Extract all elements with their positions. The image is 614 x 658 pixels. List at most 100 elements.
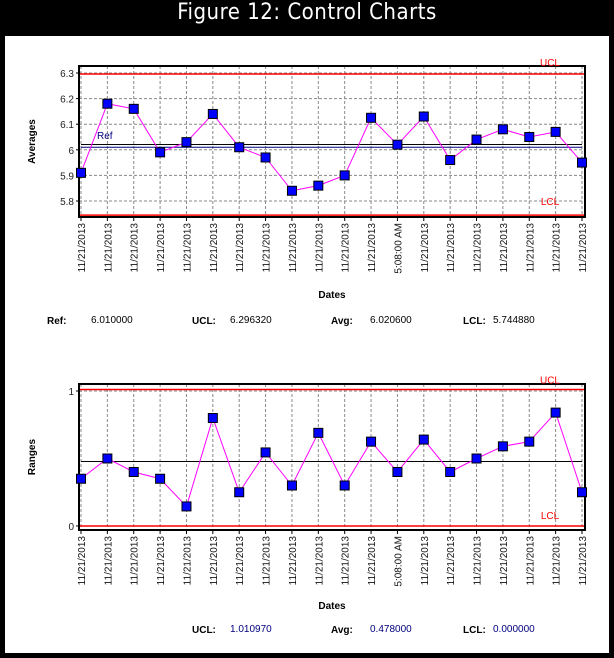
data-point bbox=[207, 108, 218, 119]
stat-value: 5.744880 bbox=[493, 315, 535, 326]
data-point bbox=[524, 132, 535, 142]
lcl-label: LCL bbox=[541, 197, 560, 208]
data-point bbox=[445, 467, 456, 477]
x-tick-label: 11/21/2013 bbox=[314, 536, 325, 586]
x-tick-label: 5:08:00 AM bbox=[393, 223, 404, 274]
x-tick-label: 11/21/2013 bbox=[499, 223, 510, 273]
x-tick-label: 11/21/2013 bbox=[182, 536, 193, 586]
x-tick-label: 11/21/2013 bbox=[446, 536, 457, 586]
y-tick-label: 6.1 bbox=[60, 120, 74, 131]
y-tick-label: 6.3 bbox=[60, 69, 74, 80]
ucl-label: UCL bbox=[540, 376, 560, 387]
x-axis-label: Dates bbox=[318, 601, 346, 612]
data-point bbox=[418, 434, 429, 445]
y-tick-label: 5.9 bbox=[60, 171, 74, 182]
x-tick-label: 11/21/2013 bbox=[578, 536, 589, 586]
plot-frame bbox=[78, 65, 586, 218]
stat-label: Avg: bbox=[331, 316, 353, 327]
x-tick-label: 11/21/2013 bbox=[473, 223, 484, 273]
x-tick-label: 11/21/2013 bbox=[288, 223, 299, 273]
data-point bbox=[392, 467, 403, 477]
x-tick-label: 11/21/2013 bbox=[103, 223, 114, 273]
data-point bbox=[550, 407, 561, 418]
x-tick-label: 5:08:00 AM bbox=[393, 536, 404, 587]
y-axis-label: Ranges bbox=[27, 439, 38, 476]
x-tick-label: 11/21/2013 bbox=[367, 536, 378, 586]
lcl-label: LCL bbox=[541, 511, 560, 522]
x-tick-label: 11/21/2013 bbox=[578, 223, 589, 273]
ref-line-label: Ref bbox=[97, 131, 113, 142]
data-point bbox=[550, 126, 561, 137]
x-tick-label: 11/21/2013 bbox=[130, 536, 141, 586]
plot-frame bbox=[78, 383, 586, 531]
data-point bbox=[497, 124, 508, 135]
stat-label: UCL: bbox=[192, 316, 216, 327]
data-point bbox=[366, 436, 377, 447]
x-tick-label: 11/21/2013 bbox=[552, 223, 563, 273]
x-tick-label: 11/21/2013 bbox=[209, 536, 220, 586]
data-point bbox=[418, 111, 429, 122]
stat-value: 6.296320 bbox=[230, 315, 272, 326]
data-point bbox=[181, 137, 192, 148]
x-tick-label: 11/21/2013 bbox=[525, 536, 536, 586]
data-point bbox=[497, 441, 508, 452]
stat-value: 6.010000 bbox=[91, 315, 133, 326]
data-point bbox=[392, 139, 403, 150]
y-tick-label: 5.8 bbox=[60, 197, 74, 208]
x-tick-label: 11/21/2013 bbox=[473, 536, 484, 586]
x-tick-label: 11/21/2013 bbox=[209, 223, 220, 273]
data-point bbox=[102, 98, 113, 109]
data-point bbox=[181, 501, 192, 512]
y-tick-label: 6 bbox=[68, 146, 74, 157]
stat-label: Avg: bbox=[331, 625, 353, 636]
x-tick-label: 11/21/2013 bbox=[525, 223, 536, 273]
control-charts-svg: 5.8 5.9 6 6.1 6.2 6.3 Ref UCL LCL 11/21/2013 11/21… bbox=[27, 58, 589, 636]
x-tick-label: 11/21/2013 bbox=[235, 223, 246, 273]
data-point bbox=[313, 427, 324, 438]
data-point bbox=[207, 413, 218, 423]
x-tick-label: 11/21/2013 bbox=[235, 536, 246, 586]
y-tick-label: 6.2 bbox=[60, 95, 74, 106]
data-point bbox=[76, 167, 86, 178]
x-tick-label: 11/21/2013 bbox=[367, 223, 378, 273]
stat-value: 6.020600 bbox=[370, 315, 412, 326]
data-point bbox=[128, 103, 139, 114]
data-point bbox=[286, 480, 297, 491]
x-tick-label: 11/21/2013 bbox=[182, 223, 193, 273]
data-point bbox=[471, 134, 482, 145]
stat-value: 1.010970 bbox=[230, 624, 272, 635]
x-tick-label: 11/21/2013 bbox=[103, 536, 114, 586]
y-tick-label: 0 bbox=[68, 522, 74, 533]
x-tick-label: 11/21/2013 bbox=[499, 536, 510, 586]
x-tick-label: 11/21/2013 bbox=[288, 536, 299, 586]
x-tick-label: 11/21/2013 bbox=[314, 223, 325, 273]
stat-label: UCL: bbox=[192, 625, 216, 636]
x-tick-label: 11/21/2013 bbox=[420, 223, 431, 273]
x-tick-label: 11/21/2013 bbox=[552, 536, 563, 586]
averages-chart: 5.8 5.9 6 6.1 6.2 6.3 Ref UCL LCL 11/21/2013 11/21… bbox=[27, 58, 589, 327]
data-point bbox=[234, 142, 245, 153]
stat-value: 0.000000 bbox=[493, 624, 535, 635]
x-tick-label: 11/21/2013 bbox=[262, 536, 273, 586]
data-point bbox=[286, 185, 297, 196]
data-point bbox=[471, 453, 482, 464]
y-tick-label: 1 bbox=[68, 387, 74, 398]
data-point bbox=[445, 155, 456, 166]
data-point bbox=[339, 480, 350, 491]
x-tick-label: 11/21/2013 bbox=[156, 536, 167, 586]
x-tick-label: 11/21/2013 bbox=[262, 223, 273, 273]
y-axis-label: Averages bbox=[27, 119, 38, 164]
x-tick-label: 11/21/2013 bbox=[77, 223, 88, 273]
x-tick-label: 11/21/2013 bbox=[341, 223, 352, 273]
x-tick-label: 11/21/2013 bbox=[420, 536, 431, 586]
x-axis-label: Dates bbox=[318, 290, 346, 301]
x-tick-label: 11/21/2013 bbox=[77, 536, 88, 586]
series-line bbox=[80, 411, 583, 508]
ucl-label: UCL bbox=[540, 58, 560, 69]
data-point bbox=[366, 112, 377, 123]
data-point bbox=[102, 453, 113, 464]
data-point bbox=[577, 487, 587, 498]
x-tick-label: 11/21/2013 bbox=[156, 223, 167, 273]
data-point bbox=[577, 157, 587, 168]
